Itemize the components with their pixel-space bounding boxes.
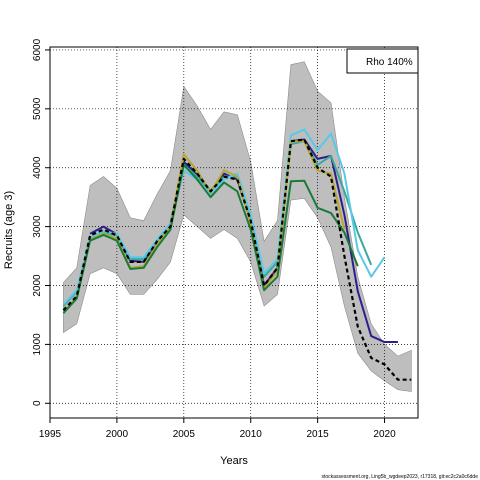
footer-note: stockassessment.org, Ling5b_wgdeep2023, … [322,474,479,480]
x-tick-label: 2015 [307,429,330,440]
y-tick-label: 5000 [32,97,43,120]
y-tick-label: 1000 [32,333,43,356]
x-tick-label: 2000 [106,429,129,440]
x-tick-label: 2005 [173,429,196,440]
series-line-4 [62,128,386,305]
x-tick-label: 1995 [39,429,62,440]
x-tick-label: 2020 [373,429,396,440]
y-tick-label: 3000 [32,215,43,238]
axes-layer: 1995 2000 2005 2010 2015 2020 0 1000 2000 3000 400… [32,38,419,440]
legend: Rho 140% [346,48,419,74]
y-tick-label: 6000 [32,38,43,61]
y-axis-title: Recruits (age 3) [3,191,15,269]
series-layer [62,128,412,381]
y-tick-label: 2000 [32,274,43,297]
y-tick-label: 4000 [32,156,43,179]
series-line-6 [62,163,359,314]
legend-label: Rho 140% [366,57,413,68]
plot-frame [49,46,419,419]
x-tick-label: 2010 [240,429,263,440]
x-axis-title: Years [220,455,248,467]
y-tick-label: 0 [32,400,43,406]
legend-box [346,48,419,74]
series-line-1 [62,138,412,381]
